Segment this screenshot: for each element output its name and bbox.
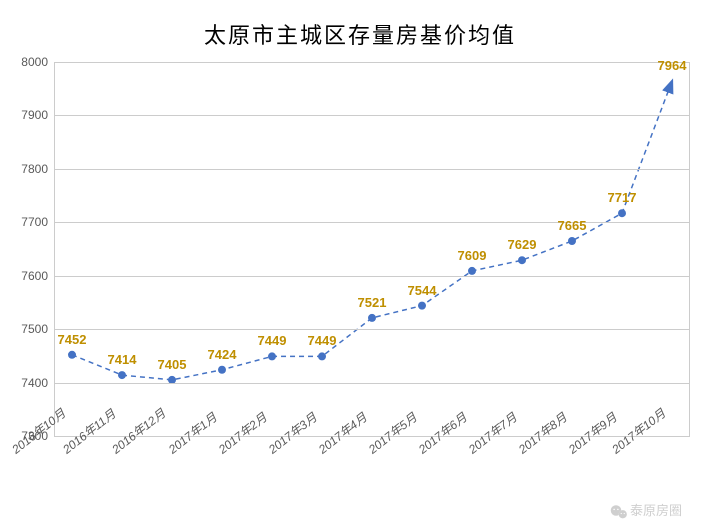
data-marker <box>568 237 576 245</box>
data-label: 7609 <box>458 248 487 263</box>
data-marker <box>268 352 276 360</box>
plot-border <box>689 62 690 436</box>
chart-container: 太原市主城区存量房基价均值 73007400750076007700780079… <box>0 0 720 525</box>
data-marker <box>118 371 126 379</box>
data-label: 7405 <box>158 357 187 372</box>
data-label: 7717 <box>608 190 637 205</box>
gridline <box>54 115 690 116</box>
data-marker <box>418 302 426 310</box>
data-label: 7964 <box>658 58 687 73</box>
line-chart-svg <box>54 62 690 436</box>
data-marker <box>518 256 526 264</box>
y-tick-label: 7400 <box>21 376 48 390</box>
plot-area: 730074007500760077007800790080002016年10月… <box>54 62 690 436</box>
wechat-icon <box>610 503 628 521</box>
gridline <box>54 62 690 63</box>
data-label: 7544 <box>408 283 437 298</box>
data-label: 7449 <box>308 333 337 348</box>
y-tick-label: 7900 <box>21 108 48 122</box>
plot-border <box>54 62 55 436</box>
gridline <box>54 383 690 384</box>
data-label: 7521 <box>358 295 387 310</box>
y-tick-label: 7600 <box>21 269 48 283</box>
data-marker <box>368 314 376 322</box>
gridline <box>54 222 690 223</box>
y-tick-label: 7700 <box>21 215 48 229</box>
gridline <box>54 276 690 277</box>
data-label: 7452 <box>58 332 87 347</box>
data-label: 7665 <box>558 218 587 233</box>
gridline <box>54 169 690 170</box>
watermark-text: 泰原房圈 <box>630 503 682 518</box>
data-marker <box>618 209 626 217</box>
watermark: 泰原房圈 <box>610 500 682 521</box>
gridline <box>54 329 690 330</box>
data-marker <box>218 366 226 374</box>
data-marker <box>468 267 476 275</box>
y-tick-label: 7500 <box>21 322 48 336</box>
y-tick-label: 8000 <box>21 55 48 69</box>
data-marker <box>318 352 326 360</box>
data-marker <box>68 351 76 359</box>
y-tick-label: 7800 <box>21 162 48 176</box>
data-label: 7414 <box>108 352 137 367</box>
chart-title: 太原市主城区存量房基价均值 <box>0 18 720 50</box>
data-label: 7424 <box>208 347 237 362</box>
data-label: 7449 <box>258 333 287 348</box>
data-label: 7629 <box>508 237 537 252</box>
